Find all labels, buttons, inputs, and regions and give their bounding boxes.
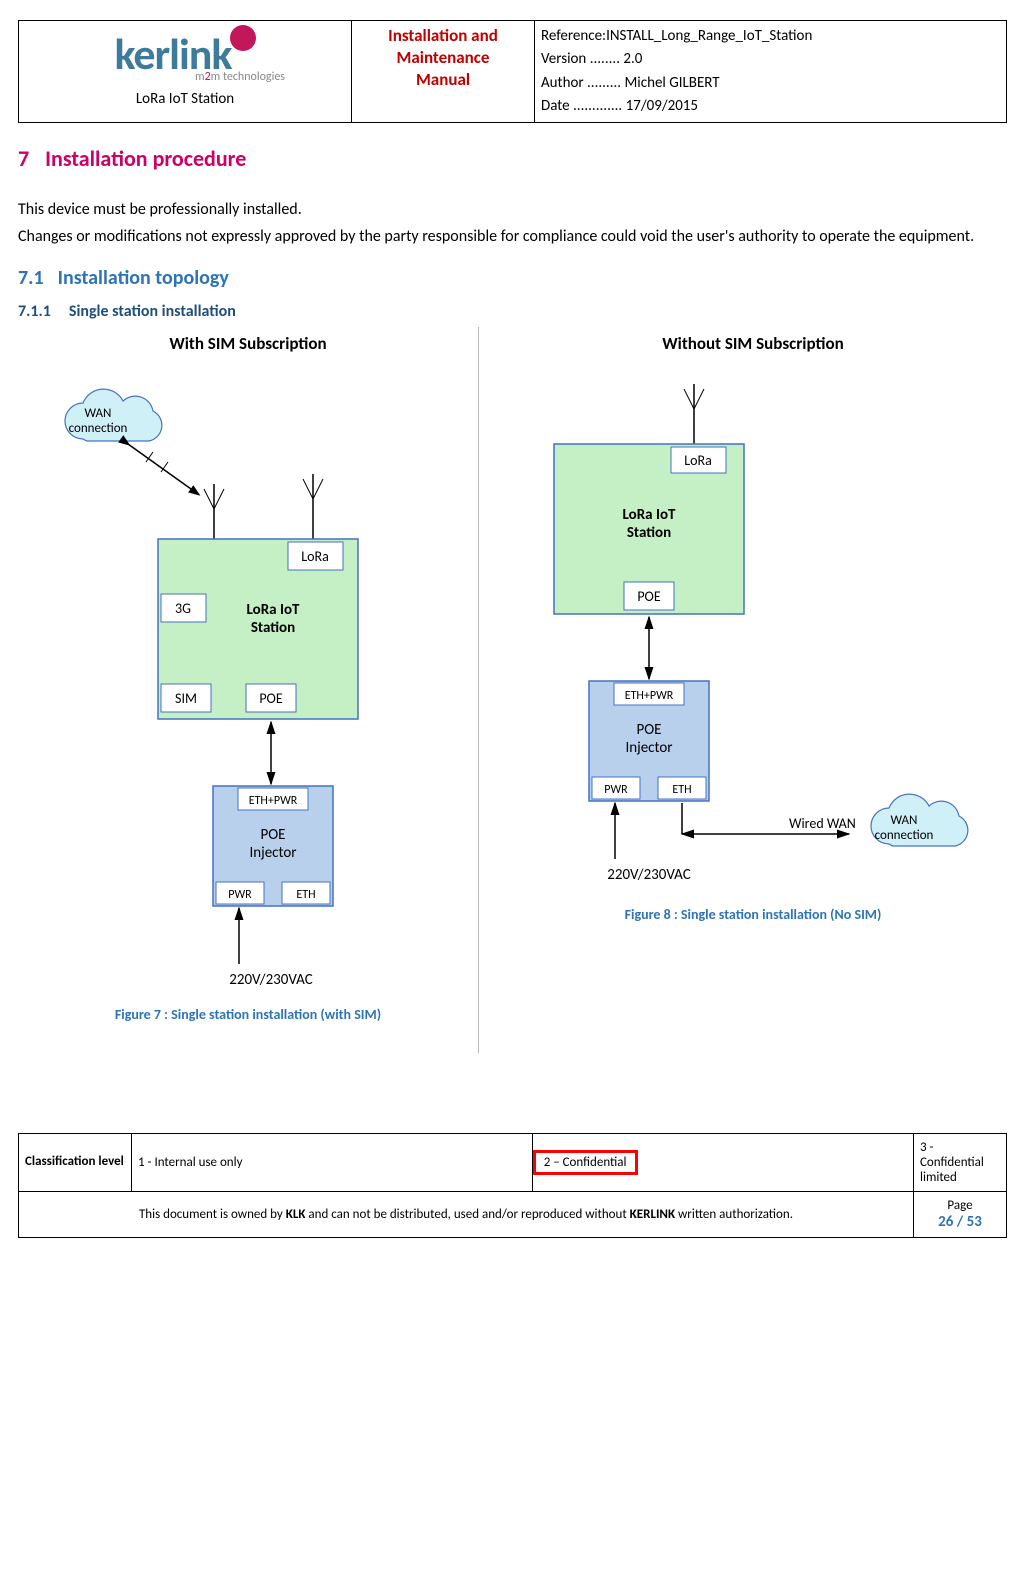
wan-cloud-r: WAN connection (871, 794, 968, 846)
svg-text:POE: POE (637, 588, 661, 605)
svg-text:ETH+PWR: ETH+PWR (249, 794, 298, 808)
svg-text:LoRa: LoRa (684, 452, 712, 469)
para-2: Changes or modifications not expressly a… (18, 225, 1007, 248)
svg-text:connection: connection (875, 828, 934, 843)
svg-text:ETH+PWR: ETH+PWR (625, 689, 674, 703)
svg-text:POE: POE (636, 721, 661, 739)
svg-text:3G: 3G (175, 600, 191, 617)
svg-text:WAN: WAN (891, 813, 918, 828)
h2: 7.1Installation topology (18, 266, 1007, 290)
ref-cell: Reference:INSTALL_Long_Range_IoT_Station… (535, 21, 1007, 123)
class-label: Classification level (19, 1134, 132, 1192)
doc-title-cell: Installation and Maintenance Manual (352, 21, 535, 123)
diagram-left: With SIM Subscription WAN connection (18, 327, 479, 1053)
svg-text:connection: connection (69, 421, 128, 436)
svg-text:PWR: PWR (228, 888, 252, 902)
right-caption: Figure 8 : Single station installation (… (499, 906, 1007, 923)
svg-text:PWR: PWR (604, 783, 628, 797)
antenna-lora (303, 474, 323, 539)
h3: 7.1.1Single station installation (18, 302, 1007, 321)
right-title: Without SIM Subscription (499, 333, 1007, 354)
classification-table: Classification level 1 - Internal use on… (18, 1133, 1007, 1238)
svg-text:ETH: ETH (672, 783, 691, 797)
diagram-right-svg: LoRa LoRa IoT Station POE ETH+PWR POE In… (499, 384, 999, 904)
svg-text:WAN: WAN (85, 406, 112, 421)
class-1: 1 - Internal use only (132, 1134, 533, 1192)
svg-text:SIM: SIM (175, 690, 197, 707)
svg-text:LoRa: LoRa (301, 548, 329, 565)
svg-text:POE: POE (259, 690, 283, 707)
page-cell: Page 26 / 53 (914, 1192, 1007, 1238)
logo-icon (230, 25, 256, 51)
antenna-3g (204, 484, 224, 539)
svg-text:LoRa IoT: LoRa IoT (247, 601, 300, 619)
header-table: kerlink m2m technologies LoRa IoT Statio… (18, 20, 1007, 123)
svg-text:Wired WAN: Wired WAN (789, 815, 856, 832)
para-1: This device must be professionally insta… (18, 198, 1007, 221)
class-3: 3 - Confidential limited (914, 1134, 1007, 1192)
wan-cloud: WAN connection (65, 389, 162, 441)
footer: Classification level 1 - Internal use on… (18, 1133, 1007, 1238)
svg-text:LoRa IoT: LoRa IoT (623, 506, 676, 524)
left-title: With SIM Subscription (18, 333, 478, 354)
svg-text:Station: Station (251, 619, 295, 637)
svg-text:220V/230VAC: 220V/230VAC (607, 866, 691, 884)
ownership-text: This document is owned by KLK and can no… (19, 1192, 914, 1238)
logo-cell: kerlink m2m technologies LoRa IoT Statio… (19, 21, 352, 123)
diagram-row: With SIM Subscription WAN connection (18, 327, 1007, 1053)
diagram-right: Without SIM Subscription LoRa LoRa IoT (479, 327, 1007, 923)
sub-line: LoRa IoT Station (25, 90, 345, 108)
svg-text:Station: Station (627, 524, 671, 542)
class-2: 2 – Confidential (532, 1134, 913, 1192)
left-caption: Figure 7 : Single station installation (… (18, 1006, 478, 1023)
svg-text:220V/230VAC: 220V/230VAC (229, 971, 313, 989)
svg-text:Injector: Injector (249, 844, 296, 862)
diagram-left-svg: WAN connection LoRa (18, 384, 458, 1004)
svg-text:ETH: ETH (296, 888, 315, 902)
antenna-lora-r (684, 384, 704, 444)
h1: 7Installation procedure (18, 145, 1007, 172)
svg-text:POE: POE (260, 826, 285, 844)
svg-text:Injector: Injector (625, 739, 672, 757)
